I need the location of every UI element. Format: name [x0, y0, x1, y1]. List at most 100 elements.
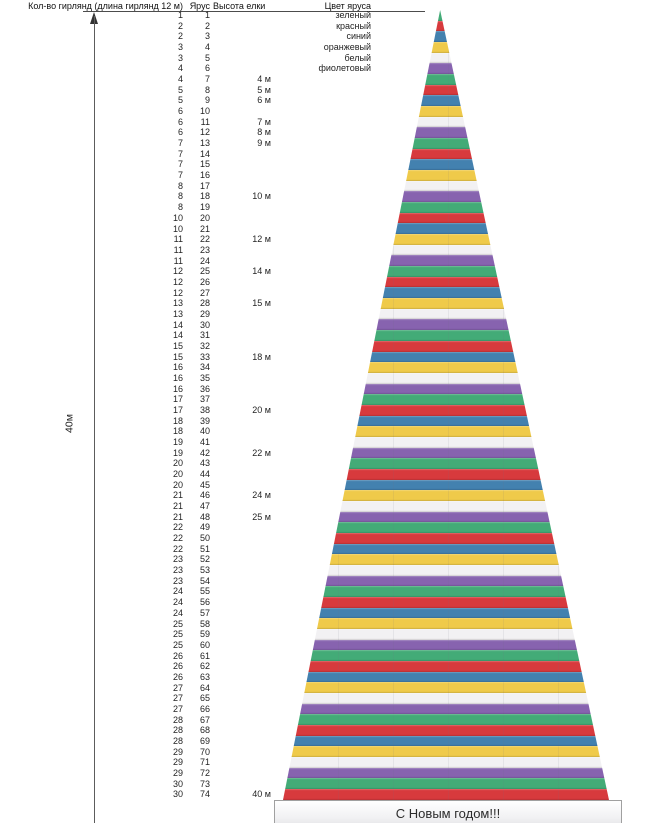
garland-count-cell: 8 — [177, 191, 183, 202]
tree-tier-stripe-13 — [283, 138, 609, 149]
garland-count-cell: 14 — [172, 330, 183, 341]
table-row: 30 74 40 м — [0, 789, 380, 800]
tier-number-cell: 71 — [199, 757, 210, 768]
garland-count-cell: 8 — [177, 202, 183, 213]
garland-count-cell: 20 — [172, 458, 183, 469]
tree-tier-stripe-59 — [283, 628, 609, 640]
table-row: 6 12 8 м — [0, 127, 380, 138]
table-row: 19 42 22 м — [0, 448, 380, 459]
height-mark-cell: 40 м — [252, 789, 271, 800]
tier-number-cell: 53 — [199, 565, 210, 576]
garland-count-cell: 13 — [172, 298, 183, 309]
garland-count-cell: 2 — [177, 31, 183, 42]
garland-count-cell: 25 — [172, 639, 183, 650]
tree-tier-stripe-36 — [283, 383, 609, 395]
tree-tier-stripe-28 — [283, 298, 609, 309]
tier-number-cell: 50 — [199, 533, 210, 544]
table-row: 25 60 — [0, 640, 380, 651]
tree-tier-stripe-69 — [283, 735, 609, 747]
garland-count-cell: 14 — [172, 319, 183, 330]
tier-number-cell: 4 — [204, 42, 210, 53]
table-row: 10 21 — [0, 224, 380, 235]
table-row: 18 39 — [0, 416, 380, 427]
tier-number-cell: 29 — [199, 308, 210, 319]
tree-tier-stripe-16 — [283, 170, 609, 181]
header-tier: Ярус — [189, 1, 210, 11]
height-mark-cell: 10 м — [252, 191, 271, 202]
height-mark-cell: 20 м — [252, 405, 271, 415]
tier-number-cell: 33 — [199, 351, 210, 362]
tier-number-cell: 5 — [204, 52, 210, 63]
garland-count-cell: 21 — [172, 501, 183, 512]
tree-tier-stripe-73 — [283, 778, 609, 790]
tree-tier-stripe-20 — [283, 212, 609, 224]
tree-tier-stripe-10 — [283, 106, 609, 117]
garland-count-cell: 5 — [177, 84, 183, 95]
tree-tier-stripe-6 — [283, 63, 609, 75]
garland-count-cell: 10 — [172, 223, 183, 234]
garland-count-cell: 21 — [172, 490, 183, 501]
table-row: 8 17 — [0, 181, 380, 192]
tier-number-cell: 25 — [199, 266, 210, 277]
tree-tier-stripe-27 — [283, 287, 609, 299]
tree-tier-stripe-38 — [283, 404, 609, 416]
tier-number-cell: 34 — [199, 362, 210, 373]
table-row: 12 25 14 м — [0, 266, 380, 277]
tier-number-cell: 17 — [199, 180, 210, 191]
garland-count-cell: 12 — [172, 266, 183, 277]
tier-number-cell: 8 — [204, 84, 210, 95]
tree-tier-stripe-67 — [283, 714, 609, 726]
tier-number-cell: 45 — [199, 479, 210, 490]
table-row: 12 26 — [0, 277, 380, 288]
garland-count-cell: 28 — [172, 735, 183, 746]
garland-count-cell: 10 — [172, 212, 183, 223]
height-mark-cell: 15 м — [252, 298, 271, 309]
color-name-cell: белый — [344, 52, 371, 63]
table-row: 12 27 — [0, 288, 380, 299]
tier-number-cell: 32 — [199, 340, 210, 351]
tree-tier-stripe-4 — [283, 42, 609, 53]
tree-tier-stripe-51 — [283, 543, 609, 555]
table-row: 16 34 — [0, 362, 380, 373]
greeting-text: С Новым годом!!! — [395, 806, 501, 821]
garland-count-cell: 8 — [177, 180, 183, 191]
tier-number-cell: 38 — [199, 405, 210, 415]
tier-number-cell: 48 — [199, 511, 210, 522]
height-mark-cell: 24 м — [252, 490, 271, 501]
tier-number-cell: 68 — [199, 725, 210, 736]
tier-number-cell: 49 — [199, 522, 210, 533]
tier-number-cell: 30 — [199, 319, 210, 330]
color-name-cell: оранжевый — [323, 42, 371, 53]
tier-number-cell: 52 — [199, 554, 210, 565]
tree-tier-stripe-74 — [283, 789, 609, 800]
color-name-cell: зеленый — [335, 10, 371, 20]
height-mark-cell: 22 м — [252, 447, 271, 458]
garland-count-cell: 28 — [172, 714, 183, 725]
garland-count-cell: 20 — [172, 469, 183, 480]
garland-count-cell: 26 — [172, 650, 183, 661]
tier-number-cell: 31 — [199, 330, 210, 341]
garland-count-cell: 17 — [172, 394, 183, 405]
tree-tier-stripe-24 — [283, 255, 609, 267]
tier-number-cell: 2 — [204, 20, 210, 31]
tree-tier-stripe-61 — [283, 650, 609, 661]
table-row: 11 23 — [0, 245, 380, 256]
tree-tier-stripe-53 — [283, 564, 609, 576]
table-row: 26 62 — [0, 661, 380, 672]
table-row: 20 45 — [0, 480, 380, 491]
tree-tier-stripe-60 — [283, 639, 609, 651]
garland-count-cell: 13 — [172, 308, 183, 319]
tier-number-cell: 39 — [199, 415, 210, 426]
tree-tier-stripe-39 — [283, 415, 609, 427]
table-row: 29 70 — [0, 747, 380, 758]
garland-count-cell: 24 — [172, 607, 183, 618]
tree-tier-stripe-32 — [283, 340, 609, 352]
height-mark-cell: 7 м — [257, 116, 271, 127]
table-row: 6 11 7 м — [0, 117, 380, 128]
table-row: 21 48 25 м — [0, 512, 380, 523]
tree-tier-stripe-45 — [283, 479, 609, 491]
height-mark-cell: 9 м — [257, 138, 271, 149]
tier-number-cell: 27 — [199, 287, 210, 298]
table-row: 20 44 — [0, 469, 380, 480]
tree-tier-stripe-54 — [283, 575, 609, 587]
